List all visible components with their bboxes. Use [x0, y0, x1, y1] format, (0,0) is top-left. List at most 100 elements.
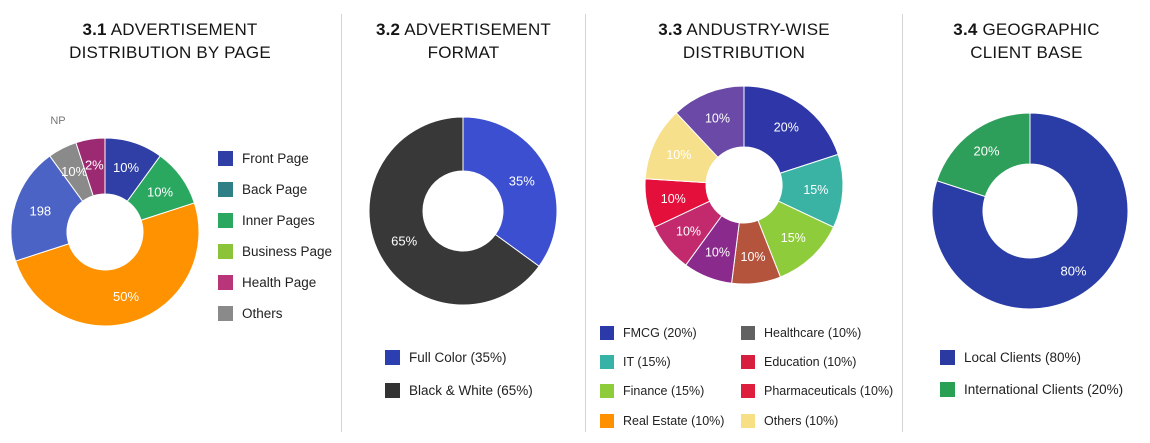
title-text-line2: FORMAT — [427, 43, 500, 62]
legend-label: Front Page — [242, 151, 309, 166]
legend-item: Others — [218, 306, 283, 322]
legend-swatch — [218, 151, 233, 166]
legend-item: Education (10%) — [741, 354, 856, 370]
panel-ad-format: 3.2 ADVERTISEMENT FORMAT 35% 65% Full Col… — [342, 0, 585, 443]
panel-divider — [341, 14, 342, 432]
legend-swatch — [741, 326, 755, 340]
legend-item: Pharmaceuticals (10%) — [741, 383, 893, 399]
legend-item: Business Page — [218, 244, 332, 260]
slice-label: 10% — [661, 192, 686, 206]
slice-label: 35% — [509, 174, 535, 189]
donut-chart-industry: 20% 15% 15% 10% 10% 10% 10% 10% 10% — [644, 85, 844, 285]
legend-swatch — [741, 384, 755, 398]
legend-label: Pharmaceuticals (10%) — [764, 384, 894, 398]
legend-swatch — [940, 382, 955, 397]
donut-hole — [423, 171, 503, 251]
legend-item: Healthcare (10%) — [741, 325, 861, 341]
legend-label: Real Estate (10%) — [623, 414, 725, 428]
title-text-line2: DISTRIBUTION — [682, 43, 806, 62]
legend-label: Finance (15%) — [623, 384, 705, 398]
legend-item: Front Page — [218, 151, 309, 167]
panel-geographic: 3.4 GEOGRAPHIC CLIENT BASE 80% 20% Local … — [903, 0, 1150, 443]
slice-label: 10% — [113, 160, 139, 175]
title-number: 3.1 — [82, 20, 107, 39]
donut-hole — [67, 194, 143, 270]
title-text: GEOGRAPHIC — [977, 20, 1100, 39]
slice-label: 2% — [85, 157, 104, 172]
slice-label: 10% — [147, 185, 173, 200]
legend-swatch — [218, 244, 233, 259]
legend-swatch — [218, 182, 233, 197]
panel-title: 3.4 GEOGRAPHIC CLIENT BASE — [903, 18, 1150, 64]
title-text: ADVERTISEMENT — [400, 20, 552, 39]
title-number: 3.2 — [375, 20, 401, 39]
legend-label: Others (10%) — [764, 414, 839, 428]
slice-label: 15% — [781, 231, 806, 245]
legend-swatch — [600, 414, 614, 428]
slice-label: 10% — [676, 224, 701, 238]
title-text-line2: CLIENT BASE — [970, 43, 1083, 62]
slice-label: 10% — [705, 245, 730, 259]
legend-item: Full Color (35%) — [385, 350, 507, 366]
legend-label: Inner Pages — [242, 213, 315, 228]
legend-swatch — [741, 414, 755, 428]
legend-item: Back Page — [218, 182, 307, 198]
legend-swatch — [385, 350, 400, 365]
slice-label: 15% — [803, 183, 828, 197]
legend-label: Healthcare (10%) — [764, 326, 862, 340]
slice-label: 65% — [391, 233, 417, 248]
legend-swatch — [741, 355, 755, 369]
slice-label: 10% — [666, 148, 691, 162]
donut-hole — [706, 147, 782, 223]
donut-chart-geographic: 80% 20% — [931, 112, 1129, 310]
legend-label: Others — [242, 306, 283, 321]
legend-label: Black & White (65%) — [409, 383, 533, 398]
panel-divider — [902, 14, 903, 432]
legend-swatch — [600, 355, 614, 369]
donut-hole — [983, 164, 1077, 258]
legend-item: Real Estate (10%) — [600, 413, 724, 429]
panel-title: 3.1 ADVERTISEMENT DISTRIBUTION BY PAGE — [0, 18, 340, 64]
slice-label: 10% — [61, 164, 87, 179]
legend-item: IT (15%) — [600, 354, 671, 370]
slice-label: 80% — [1060, 263, 1086, 278]
legend-swatch — [600, 326, 614, 340]
legend-label: Back Page — [242, 182, 308, 197]
title-text-line2: DISTRIBUTION BY PAGE — [69, 43, 271, 62]
legend-label: Local Clients (80%) — [964, 350, 1082, 365]
slice-label: 198 — [29, 203, 51, 218]
slice-label: 20% — [973, 144, 999, 159]
legend-item: Black & White (65%) — [385, 383, 533, 399]
extra-slice-label: NP — [50, 115, 65, 127]
slice-label: 50% — [113, 289, 139, 304]
panel-title: 3.3 ANDUSTRY-WISE DISTRIBUTION — [586, 18, 902, 64]
legend-label: IT (15%) — [623, 355, 671, 369]
slice-label: 20% — [774, 120, 799, 134]
legend-label: Health Page — [242, 275, 317, 290]
legend-item: FMCG (20%) — [600, 325, 697, 341]
legend-item: Inner Pages — [218, 213, 315, 229]
legend-label: Full Color (35%) — [409, 350, 507, 365]
panel-divider — [585, 14, 586, 432]
legend-swatch — [940, 350, 955, 365]
title-text: ADVERTISEMENT — [106, 20, 258, 39]
legend-item: Others (10%) — [741, 413, 838, 429]
panel-industry: 3.3 ANDUSTRY-WISE DISTRIBUTION 20% 15% 15%… — [586, 0, 902, 443]
title-number: 3.4 — [953, 20, 978, 39]
legend-item: Local Clients (80%) — [940, 350, 1081, 366]
donut-chart-ad-format: 35% 65% — [368, 116, 558, 306]
panel-page-distribution: 3.1 ADVERTISEMENT DISTRIBUTION BY PAGE 1… — [0, 0, 340, 443]
legend-label: International Clients (20%) — [964, 382, 1124, 397]
legend-label: Business Page — [242, 244, 333, 259]
legend-swatch — [218, 213, 233, 228]
slice-label: 10% — [741, 250, 766, 264]
panel-title: 3.2 ADVERTISEMENT FORMAT — [342, 18, 585, 64]
slice-label: 10% — [705, 112, 730, 126]
title-number: 3.3 — [658, 20, 683, 39]
legend-item: International Clients (20%) — [940, 382, 1123, 398]
legend-swatch — [218, 275, 233, 290]
legend-swatch — [600, 384, 614, 398]
legend-label: Education (10%) — [764, 355, 857, 369]
legend-label: FMCG (20%) — [623, 326, 697, 340]
